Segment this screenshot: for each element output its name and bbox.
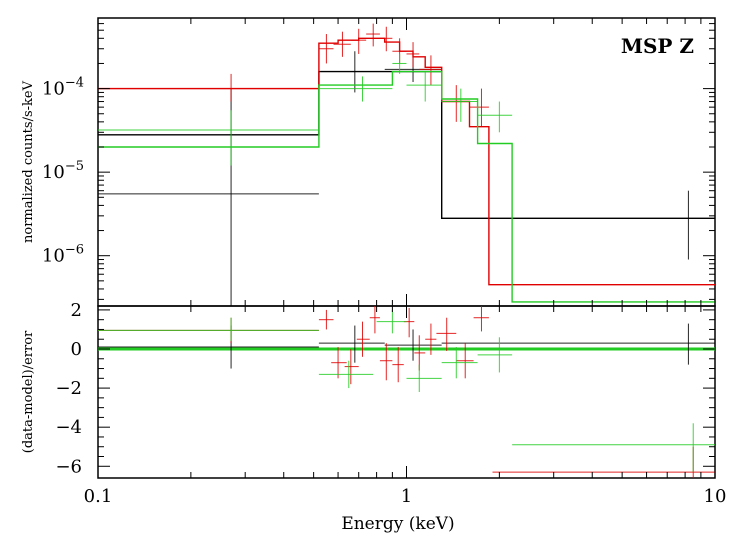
spectrum-data-point (350, 28, 367, 54)
residual-data-point (344, 349, 359, 385)
residuals-y-axis-label: (data-model)/error (21, 330, 36, 453)
y-tick-label: 2 (71, 300, 82, 321)
spectrum-panel: 10−6 10−5 10−4 MSP Z normalized counts/s-k… (21, 17, 716, 307)
residual-data-point (376, 309, 407, 334)
x-tick-label: 10 (704, 486, 727, 507)
residual-data-point (318, 325, 385, 363)
residual-data-point (379, 343, 393, 381)
spectrum-tick-layer: 10−6 10−5 10−4 (42, 17, 716, 306)
spectrum-data-point (441, 88, 478, 122)
residual-data-point (492, 446, 715, 478)
spectrum-data-point (318, 34, 334, 64)
spectrum-data-point (366, 23, 380, 47)
residual-data-point (384, 329, 442, 361)
plot-title: MSP Z (621, 34, 694, 58)
residual-data-point (98, 325, 319, 369)
residual-data-point (473, 306, 489, 332)
spectrum-model-line-1 (98, 37, 715, 286)
residual-data-point (318, 360, 374, 389)
spectrum-data-point (406, 71, 442, 102)
residual-data-point (98, 317, 319, 342)
residuals-plot-frame (97, 305, 716, 479)
spectrum-data-point (477, 101, 513, 133)
spectrum-data-point (98, 88, 319, 306)
spectrum-data-point (333, 31, 351, 57)
spectrum-series-layer (98, 23, 715, 306)
spectrum-data-point (441, 85, 470, 122)
residual-data-point (456, 343, 474, 379)
y-tick-label: 10−6 (42, 243, 84, 267)
residual-data-point (356, 321, 370, 357)
spectrum-data-point (98, 73, 319, 102)
spectrum-data-point (379, 26, 393, 52)
residual-data-point (392, 347, 404, 383)
residual-data-point (331, 347, 347, 379)
x-tick-label: 0.1 (84, 486, 113, 507)
residual-data-point (477, 337, 513, 373)
y-tick-label: −2 (55, 378, 82, 399)
spectrum-model-line-0 (98, 70, 715, 219)
residual-data-point (441, 323, 715, 365)
residuals-tick-layer: 0.1 1 10 −6 −4 −2 0 2 (55, 300, 726, 507)
spectrum-data-point (392, 53, 407, 74)
residual-data-point (441, 347, 478, 379)
spectrum-data-point (318, 51, 385, 93)
residual-data-point (436, 317, 457, 351)
spectrum-data-point (406, 42, 420, 68)
spectrum-y-axis-label: normalized counts/s-keV (21, 80, 36, 243)
y-tick-label: −6 (55, 456, 82, 477)
residual-data-point (406, 364, 442, 392)
spectrum-plot-frame (97, 17, 716, 307)
y-tick-label: 10−4 (42, 76, 84, 100)
x-axis-label: Energy (keV) (341, 514, 454, 534)
y-tick-label: 0 (71, 339, 82, 360)
spectrum-model-line-2 (98, 70, 715, 303)
residuals-panel: 0.1 1 10 −6 −4 −2 0 2 (data-model)/error Energy… (21, 300, 726, 534)
spectrum-data-point (419, 55, 442, 86)
residual-data-point (369, 306, 380, 334)
spectrum-data-point (98, 110, 319, 166)
y-tick-label: 10−5 (42, 159, 84, 183)
residual-data-point (425, 323, 437, 355)
spectrum-data-point (441, 190, 715, 260)
residual-data-point (512, 423, 715, 473)
x-tick-label: 1 (401, 486, 412, 507)
spectrum-data-point (469, 88, 489, 127)
residuals-series-layer (98, 306, 715, 478)
residual-data-point (318, 309, 334, 330)
y-tick-label: −4 (55, 417, 82, 438)
spectrum-data-point (318, 76, 393, 102)
